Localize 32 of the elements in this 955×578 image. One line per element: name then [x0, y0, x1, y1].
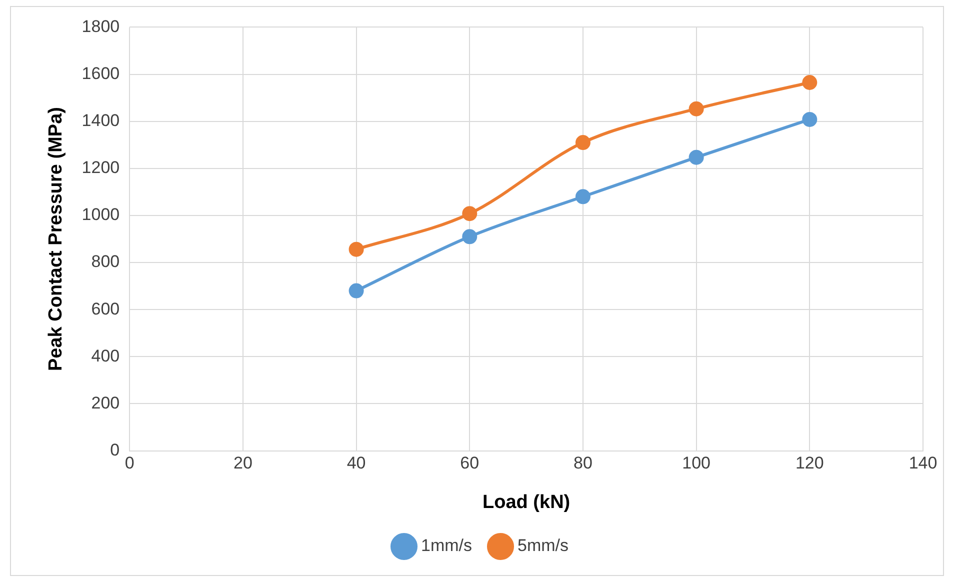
y-tick-label: 600	[91, 299, 120, 318]
x-tick-label: 60	[460, 454, 480, 473]
point	[348, 242, 364, 257]
x-tick-label: 120	[795, 454, 824, 473]
point	[462, 206, 478, 222]
point	[688, 101, 704, 116]
x-tick-label: 0	[124, 454, 134, 473]
point	[575, 189, 590, 204]
y-tick-label: 1800	[82, 16, 120, 36]
point	[462, 229, 478, 244]
x-tick-label: 100	[682, 454, 711, 473]
point	[688, 150, 704, 165]
x-tick-label: 20	[234, 454, 252, 473]
y-tick-label: 400	[91, 346, 120, 366]
point	[802, 112, 818, 127]
x-tick-label: 80	[574, 454, 592, 473]
y-tick-label: 200	[91, 393, 120, 412]
point	[802, 75, 818, 90]
y-tick-label: 1000	[82, 205, 120, 224]
y-tick-label: 1200	[82, 158, 120, 178]
y-axis-title: Peak Contact Pressure (MPa)	[46, 107, 67, 371]
legend-label: 5mm/s	[518, 536, 568, 556]
x-tick-label: 140	[908, 454, 938, 473]
y-tick-label: 1400	[82, 111, 120, 130]
y-tick-label: 800	[91, 252, 120, 272]
y-tick-label: 0	[110, 440, 120, 460]
y-tick-label: 1600	[82, 64, 120, 83]
x-axis-title: Load (kN)	[482, 492, 570, 513]
x-tick-label: 40	[346, 454, 366, 473]
point	[348, 283, 364, 298]
point	[575, 135, 590, 150]
legend-label: 1mm/s	[421, 536, 472, 556]
